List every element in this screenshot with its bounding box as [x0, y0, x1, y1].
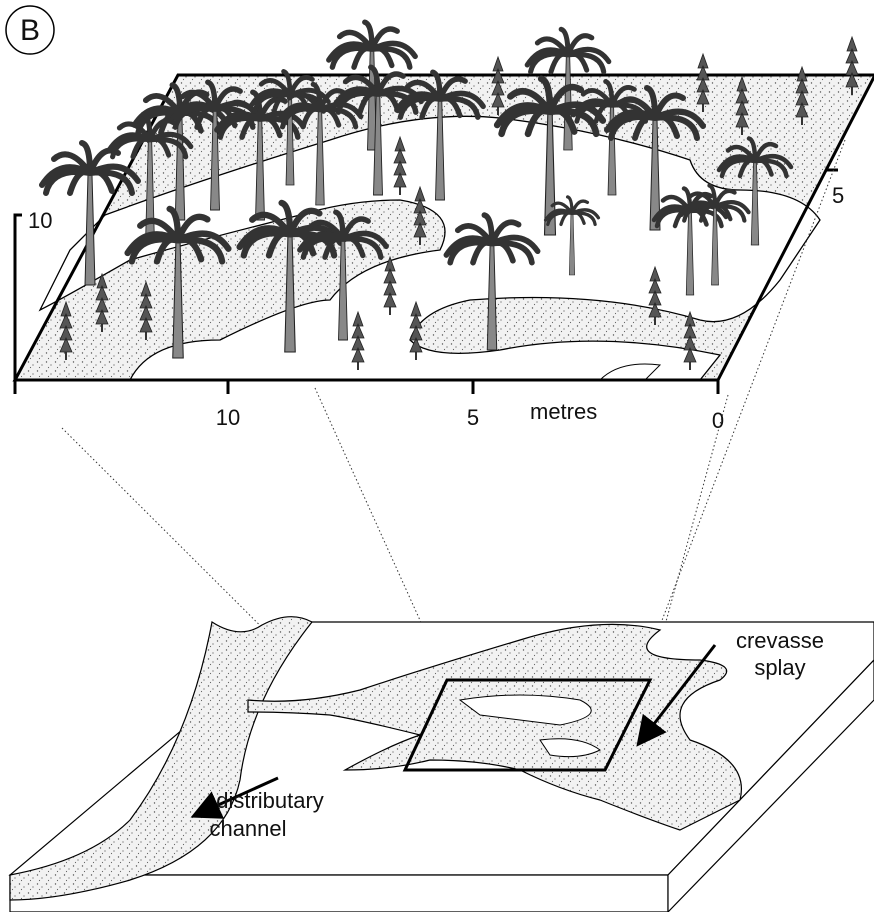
scale-label: 5 — [467, 405, 479, 430]
scale-label: 10 — [216, 405, 240, 430]
depth-scale-label: 5 — [832, 183, 844, 208]
unit-label: metres — [530, 399, 597, 424]
vertical-scale-label: 10 — [28, 208, 52, 233]
vertical-scale — [15, 215, 22, 380]
splay-label: splay — [754, 655, 805, 680]
panel-label: B — [20, 14, 40, 47]
splay-label: crevasse — [736, 628, 824, 653]
diagram: B — [0, 0, 874, 912]
conifer — [846, 37, 858, 95]
scale-label: 0 — [712, 408, 724, 433]
channel-label: distributary — [216, 788, 324, 813]
channel-label: channel — [209, 816, 286, 841]
